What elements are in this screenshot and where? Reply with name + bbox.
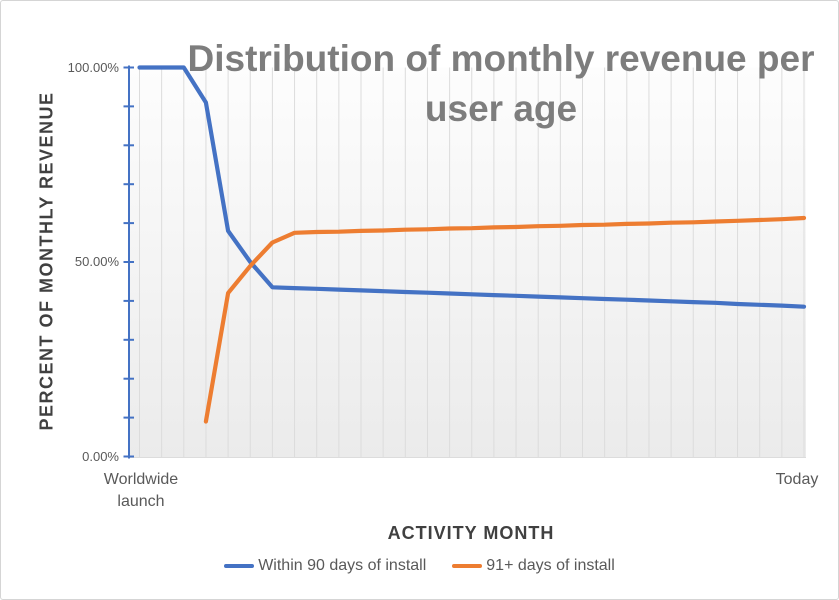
legend-line-swatch-orange [452,564,483,568]
legend-line-swatch-blue [224,564,255,568]
legend-item-91-plus-days: 91+ days of install [452,557,615,575]
y-tick-label-100: 100.00% [67,60,119,75]
legend-label: 91+ days of install [486,557,615,574]
chart-title: Distribution of monthly revenue per user… [187,38,815,129]
x-axis-title: ACTIVITY MONTH [387,523,555,543]
legend-item-within-90-days: Within 90 days of install [224,557,426,575]
legend: Within 90 days of install 91+ days of in… [1,557,838,575]
y-tick-label-0: 0.00% [82,449,119,464]
legend-label: Within 90 days of install [258,557,427,574]
x-tick-label-first: Worldwide launch [103,471,179,510]
y-tick-label-50: 50.00% [74,254,119,269]
x-tick-label-last: Today [775,471,819,488]
